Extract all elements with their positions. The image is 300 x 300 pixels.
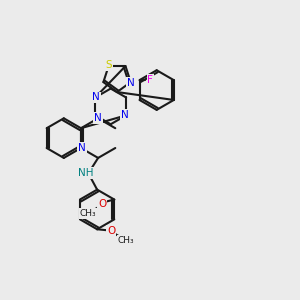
Text: S: S (105, 60, 112, 70)
Text: N: N (127, 78, 135, 88)
Text: NH: NH (79, 168, 94, 178)
Text: N: N (78, 143, 86, 153)
Text: N: N (94, 113, 102, 123)
Text: F: F (148, 75, 153, 85)
Text: N: N (92, 92, 100, 103)
Text: CH₃: CH₃ (79, 209, 96, 218)
Text: CH₃: CH₃ (118, 236, 134, 245)
Text: O: O (98, 200, 106, 209)
Text: O: O (107, 226, 115, 236)
Text: N: N (121, 110, 129, 120)
